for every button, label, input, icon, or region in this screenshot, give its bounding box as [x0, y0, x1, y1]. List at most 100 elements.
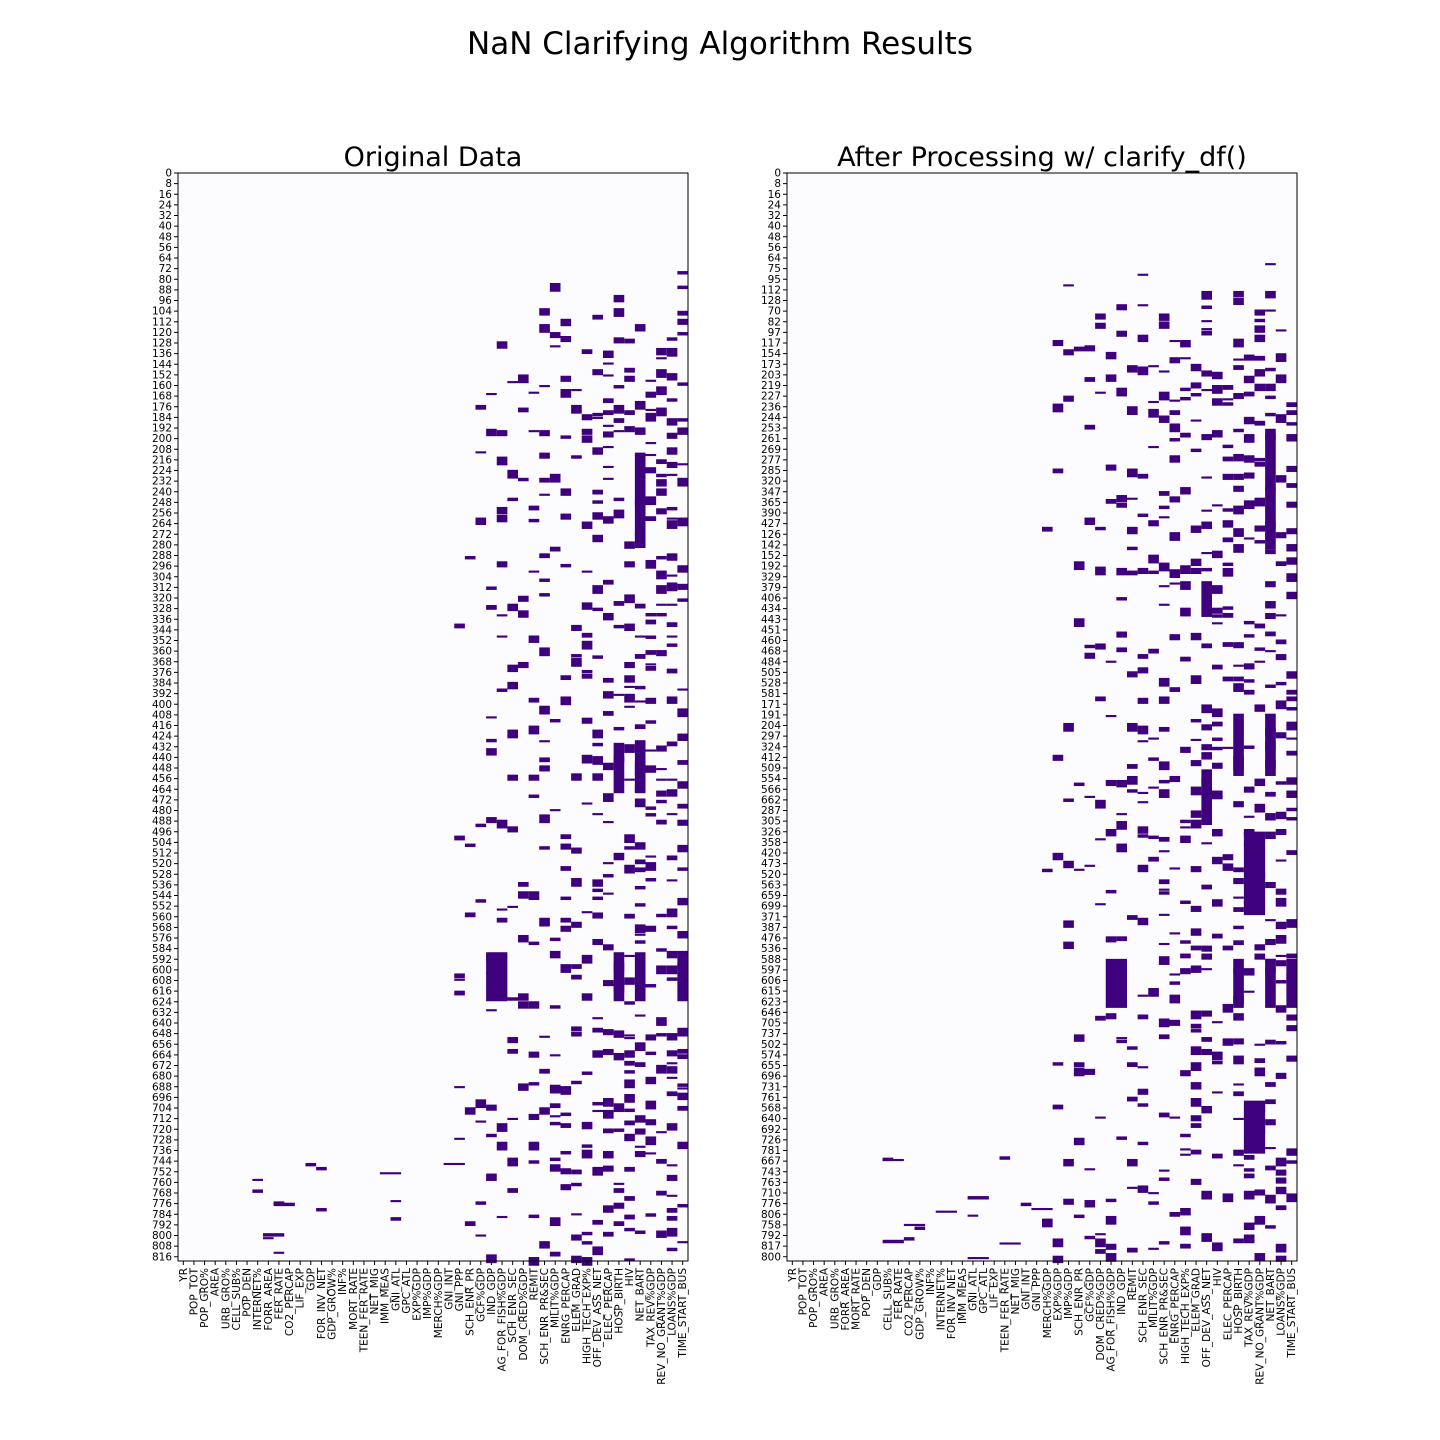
missing-cell [914, 1226, 926, 1230]
missing-cell [539, 385, 550, 388]
missing-cell [1180, 1148, 1191, 1151]
missing-cell [1275, 960, 1287, 967]
missing-cell [1180, 1070, 1191, 1077]
missing-cell [1265, 263, 1276, 266]
missing-cell [1137, 1103, 1149, 1107]
y-tick-label: 743 [761, 1166, 781, 1178]
missing-cell [1222, 945, 1234, 951]
y-tick-label: 712 [152, 1113, 172, 1125]
missing-cell [1190, 1149, 1202, 1155]
x-tick-label: IMP%GDP [1063, 1268, 1075, 1319]
missing-cell [634, 1151, 646, 1158]
missing-cell [645, 749, 657, 752]
missing-cell [666, 1164, 678, 1167]
y-tick-label: 96 [159, 295, 173, 307]
missing-cell [1275, 1005, 1287, 1013]
missing-cell [1275, 954, 1287, 958]
y-tick-label: 664 [152, 1049, 172, 1061]
missing-cell [475, 1234, 487, 1237]
missing-cell [581, 521, 593, 529]
missing-cell [1105, 889, 1117, 894]
missing-cell [1148, 835, 1159, 840]
y-tick-label: 480 [152, 805, 172, 817]
missing-cell [1169, 994, 1181, 1004]
missing-cell [645, 855, 657, 858]
y-tick-label: 696 [152, 1092, 172, 1104]
missing-cell [539, 324, 550, 333]
y-tick-label: 128 [152, 338, 172, 350]
missing-cell [656, 479, 667, 487]
missing-cell [1180, 835, 1191, 844]
missing-cell [507, 774, 518, 781]
missing-cell [560, 675, 572, 681]
missing-cell [539, 757, 550, 763]
y-tick-label: 117 [761, 338, 781, 350]
missing-cell [443, 1162, 465, 1166]
missing-cell [903, 1237, 915, 1241]
missing-cell [1137, 740, 1149, 743]
missing-cell [1265, 684, 1276, 688]
missing-cell [1095, 1249, 1106, 1254]
missing-cell [1265, 1147, 1276, 1150]
x-tick-label: HOSP_BIRTH [1233, 1268, 1245, 1334]
missing-cell [1254, 1253, 1266, 1261]
missing-cell [656, 347, 667, 356]
missing-cell [935, 1210, 957, 1213]
missing-cell [1265, 1082, 1276, 1087]
missing-cell [1169, 1116, 1181, 1119]
missing-cell [1201, 752, 1212, 760]
missing-cell [1137, 801, 1149, 804]
x-tick-label: NET_BART [635, 1267, 647, 1321]
missing-cell [549, 1164, 561, 1172]
missing-cell [656, 1017, 667, 1026]
y-tick-label: 64 [159, 253, 173, 265]
missing-cell [560, 1151, 572, 1155]
missing-cell [1243, 391, 1255, 397]
missing-cell [581, 911, 593, 914]
missing-cell [560, 375, 572, 382]
missing-cell [1212, 607, 1223, 614]
missing-cell [656, 768, 667, 771]
missing-cell [1127, 406, 1138, 415]
missing-cell [507, 997, 518, 1001]
missing-cell [1201, 744, 1212, 751]
missing-cell [656, 508, 667, 515]
missing-cell [528, 1113, 540, 1121]
missing-cell [1201, 884, 1212, 890]
y-tick-label: 368 [152, 656, 172, 668]
missing-cell [1084, 1200, 1096, 1208]
missing-cell [666, 1091, 678, 1097]
x-tick-label: GNI_INT [1021, 1267, 1033, 1309]
y-tick-label: 112 [761, 284, 781, 296]
missing-cell [677, 583, 688, 590]
missing-cell [603, 445, 614, 449]
missing-cell [624, 1108, 635, 1113]
missing-cell [1105, 1243, 1117, 1250]
missing-cell [571, 974, 582, 980]
missing-cell [1243, 1190, 1255, 1200]
missing-cell [496, 917, 508, 923]
missing-cell [1265, 601, 1276, 609]
missing-cell [1286, 591, 1297, 600]
missing-cell [1201, 1037, 1212, 1042]
y-tick-label: 416 [152, 720, 172, 732]
missing-cell [1275, 1255, 1287, 1262]
y-tick-label: 56 [768, 242, 782, 254]
missing-cell [603, 516, 614, 524]
missing-cell [1201, 1105, 1212, 1114]
missing-cell [1275, 1177, 1287, 1184]
y-tick-label: 277 [761, 454, 781, 466]
x-tick-label: LOANS%GDP [1276, 1268, 1288, 1336]
y-tick-label: 443 [761, 614, 781, 626]
missing-cell [1105, 1013, 1117, 1020]
missing-cell [1265, 412, 1276, 417]
y-tick-label: 451 [761, 624, 781, 636]
missing-cell [603, 862, 614, 865]
y-tick-label: 304 [152, 571, 172, 583]
missing-cell [1254, 383, 1266, 392]
missing-cell [1212, 550, 1223, 559]
missing-cell [1148, 786, 1159, 789]
missing-cell [1095, 1238, 1106, 1248]
missing-cell [539, 593, 550, 597]
missing-cell [613, 385, 625, 389]
